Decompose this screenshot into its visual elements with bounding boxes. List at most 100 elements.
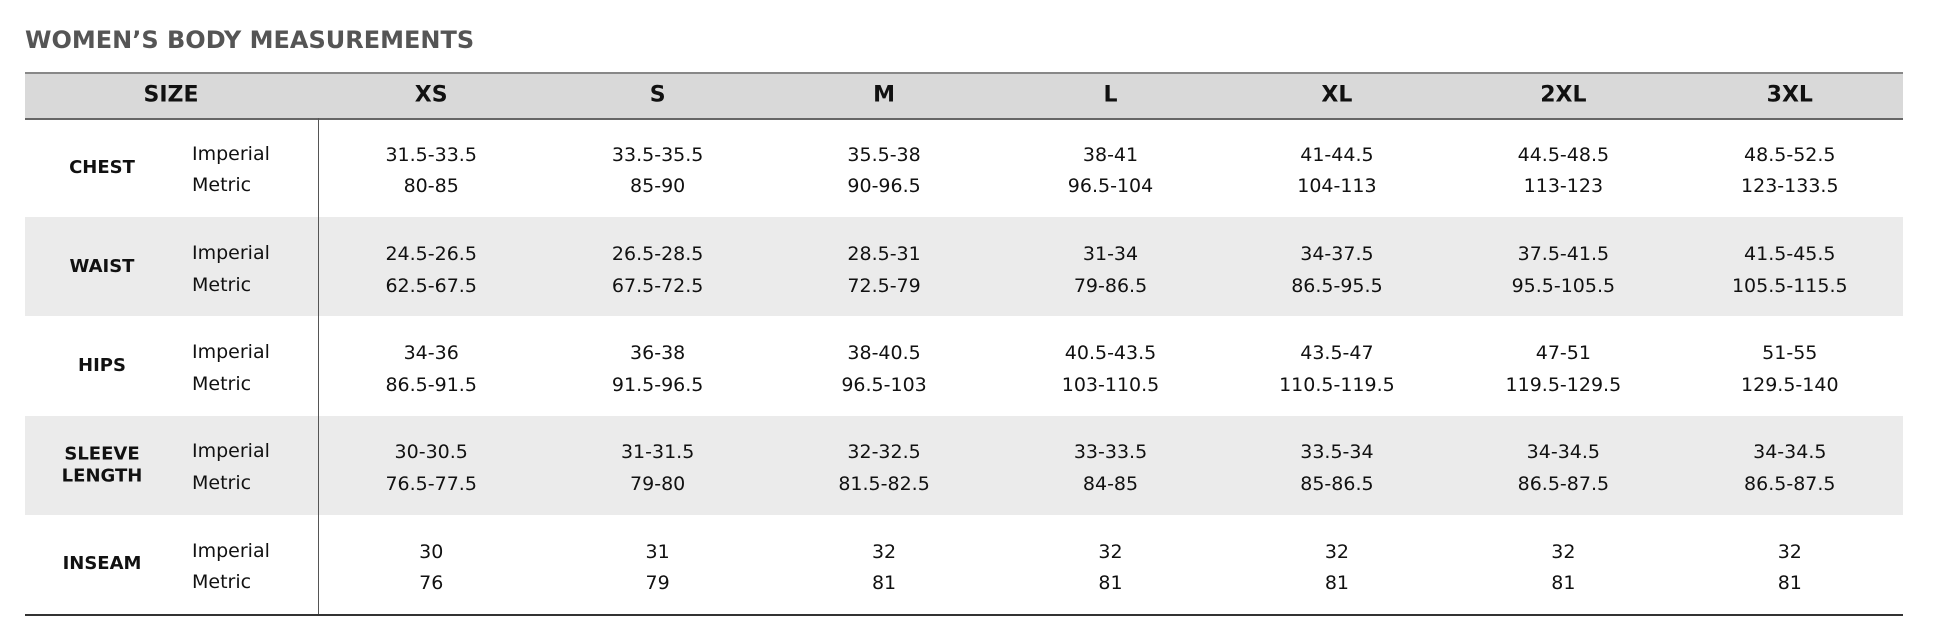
- cell: 47-51: [1535, 342, 1591, 365]
- divider: [318, 118, 319, 614]
- header-cell: XL: [1321, 82, 1353, 108]
- cell: 62.5-67.5: [385, 274, 477, 297]
- cell: 113-123: [1523, 175, 1604, 198]
- row-label: INSEAM: [62, 553, 142, 575]
- unit-label: Imperial: [192, 539, 270, 562]
- cell: 67.5-72.5: [611, 274, 704, 297]
- row-label: SLEEVE LENGTH: [61, 443, 143, 487]
- cell: 123-133.5: [1741, 175, 1839, 198]
- cell: 32: [1777, 540, 1802, 563]
- cell: 104-113: [1297, 175, 1377, 198]
- cell: 85-86.5: [1300, 473, 1374, 496]
- cell: 30-30.5: [394, 441, 468, 464]
- cell: 48.5-52.5: [1744, 143, 1836, 166]
- header-cell: L: [1103, 82, 1118, 108]
- unit-label: Metric: [192, 372, 252, 395]
- unit-label: Metric: [192, 571, 252, 594]
- cell: 32: [871, 540, 897, 563]
- cell: 96.5-103: [841, 373, 927, 396]
- cell: 86.5-87.5: [1517, 473, 1610, 496]
- cell: 32-32.5: [847, 441, 921, 464]
- cell: 34-34.5: [1526, 441, 1601, 464]
- cell: 31-31.5: [620, 441, 695, 464]
- unit-label: Imperial: [192, 241, 270, 264]
- cell: 38-40.5: [847, 342, 921, 365]
- cell: 81: [1551, 572, 1576, 595]
- cell: 31.5-33.5: [385, 143, 477, 166]
- header-cell: SIZE: [143, 82, 199, 108]
- cell: 76.5-77.5: [385, 473, 477, 496]
- cell: 35.5-38: [847, 143, 921, 166]
- unit-label: Metric: [192, 472, 252, 495]
- header-cell: 3XL: [1766, 82, 1813, 108]
- unit-label: Imperial: [192, 440, 270, 463]
- cell: 43.5-47: [1300, 342, 1374, 365]
- cell: 103-110.5: [1061, 373, 1160, 396]
- cell: 72.5-79: [847, 274, 921, 297]
- cell: 33-33.5: [1073, 441, 1148, 464]
- cell: 96.5-104: [1067, 175, 1154, 198]
- cell: 76: [419, 572, 444, 595]
- cell: 86.5-95.5: [1291, 274, 1383, 297]
- cell: 30: [419, 540, 444, 563]
- cell: 34-37.5: [1300, 242, 1374, 265]
- cell: 51-55: [1762, 342, 1818, 365]
- cell: 26.5-28.5: [611, 242, 704, 265]
- cell: 129.5-140: [1741, 373, 1839, 396]
- row-label: HIPS: [78, 355, 126, 377]
- cell: 24.5-26.5: [385, 242, 477, 265]
- cell: 81: [1098, 572, 1123, 595]
- cell: 31-34: [1082, 242, 1139, 265]
- cell: 28.5-31: [847, 242, 921, 265]
- cell: 110.5-119.5: [1279, 373, 1395, 396]
- cell: 34-34.5: [1753, 441, 1827, 464]
- cell: 105.5-115.5: [1731, 274, 1848, 297]
- cell: 79-80: [630, 473, 686, 496]
- unit-label: Imperial: [192, 142, 270, 165]
- cell: 86.5-87.5: [1744, 473, 1836, 496]
- cell: 95.5-105.5: [1511, 274, 1616, 297]
- cell: 84-85: [1082, 473, 1139, 496]
- cell: 91.5-96.5: [611, 373, 704, 396]
- cell: 37.5-41.5: [1517, 242, 1610, 265]
- cell: 33.5-34: [1300, 441, 1374, 464]
- header-cell: XS: [414, 82, 448, 108]
- header-band: [25, 72, 1903, 120]
- cell: 32: [1551, 540, 1576, 563]
- row-band: [25, 415, 1903, 515]
- cell: 31: [645, 540, 670, 563]
- row-band: [25, 217, 1903, 317]
- cell: 85-90: [630, 175, 686, 198]
- cell: 81: [1777, 572, 1802, 595]
- cell: 33.5-35.5: [611, 143, 704, 166]
- cell: 40.5-43.5: [1064, 342, 1157, 365]
- header-cell: S: [649, 82, 666, 108]
- cell: 81: [871, 572, 897, 595]
- cell: 34-36: [403, 342, 459, 365]
- unit-label: Metric: [192, 273, 252, 296]
- title: WOMEN’S BODY MEASUREMENTS: [25, 26, 475, 54]
- unit-label: Metric: [192, 174, 252, 197]
- cell: 41.5-45.5: [1744, 242, 1836, 265]
- cell: 81.5-82.5: [838, 473, 930, 496]
- header-cell: M: [873, 82, 896, 108]
- cell: 38-41: [1082, 143, 1139, 166]
- cell: 32: [1098, 540, 1123, 563]
- cell: 90-96.5: [847, 175, 921, 198]
- cell: 44.5-48.5: [1517, 143, 1610, 166]
- cell: 86.5-91.5: [385, 373, 477, 396]
- cell: 79: [645, 572, 670, 595]
- unit-label: Imperial: [192, 341, 270, 364]
- cell: 81: [1324, 572, 1350, 595]
- cell: 119.5-129.5: [1505, 373, 1622, 396]
- cell: 41-44.5: [1300, 143, 1374, 166]
- cell: 36-38: [630, 342, 686, 365]
- bottom-rule: [25, 614, 1903, 616]
- header-cell: 2XL: [1540, 82, 1587, 108]
- cell: 80-85: [403, 175, 459, 198]
- cell: 32: [1324, 540, 1350, 563]
- row-label: CHEST: [69, 156, 135, 178]
- cell: 79-86.5: [1073, 274, 1148, 297]
- row-label: WAIST: [69, 256, 135, 277]
